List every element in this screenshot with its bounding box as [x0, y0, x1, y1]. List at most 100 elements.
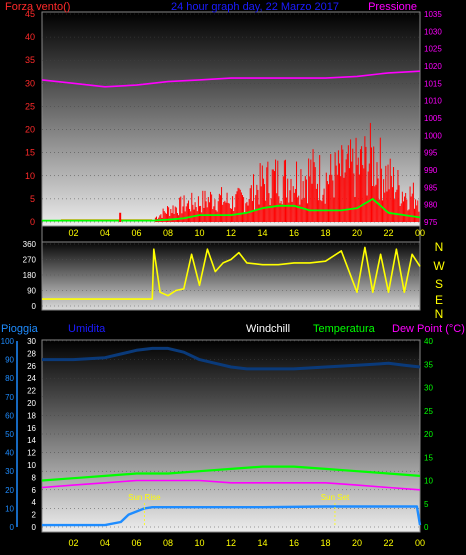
- humidity-tick-100: 100: [1, 337, 15, 346]
- series: [41, 70, 422, 527]
- rain-tick-10: 10: [27, 461, 36, 470]
- temperature-label: Temperatura: [313, 323, 376, 335]
- rain-axis-title: Pioggia: [1, 323, 39, 335]
- humidity-tick-0: 0: [10, 523, 15, 532]
- pressure-tick-975: 975: [424, 218, 438, 227]
- rain-tick-4: 4: [32, 498, 37, 507]
- wind-tick-45: 45: [25, 9, 35, 19]
- pressure-tick-995: 995: [424, 149, 438, 158]
- rain-tick-18: 18: [27, 411, 36, 420]
- wind-x-tick-00: 00: [415, 228, 425, 238]
- rain-line: [42, 505, 422, 527]
- wind-x-tick-22: 22: [383, 228, 393, 238]
- humidity-line: [42, 346, 421, 371]
- temperature-x-tick-10: 10: [194, 538, 204, 548]
- wind-x-tick-16: 16: [289, 228, 299, 238]
- wind-x-tick-02: 02: [68, 228, 78, 238]
- wind-x-tick-10: 10: [194, 228, 204, 238]
- temperature-tick-35: 35: [424, 360, 433, 369]
- rain-tick-30: 30: [27, 337, 36, 346]
- sunset-label: Sun Set: [321, 493, 350, 502]
- temperature-tick-20: 20: [424, 430, 433, 439]
- rain-tick-6: 6: [32, 486, 37, 495]
- pressure-tick-1000: 1000: [424, 131, 442, 140]
- wind-x-tick-20: 20: [352, 228, 362, 238]
- rain-tick-2: 2: [32, 511, 37, 520]
- wind-x-tick-06: 06: [131, 228, 141, 238]
- humidity-tick-40: 40: [5, 449, 14, 458]
- temperature-x-tick-20: 20: [352, 538, 362, 548]
- rain-tick-12: 12: [27, 449, 36, 458]
- windchill-label: Windchill: [246, 323, 290, 335]
- direction-tick-0: 0: [32, 302, 37, 311]
- temperature-x-tick-04: 04: [100, 538, 110, 548]
- temperature-x-tick-02: 02: [68, 538, 78, 548]
- temperature-tick-25: 25: [424, 407, 433, 416]
- wind-tick-40: 40: [25, 32, 35, 42]
- humidity-tick-50: 50: [5, 430, 14, 439]
- rain-tick-14: 14: [27, 436, 36, 445]
- temperature-panel-background: [41, 339, 421, 533]
- temperature-x-tick-08: 08: [163, 538, 173, 548]
- temperature-x-tick-06: 06: [131, 538, 141, 548]
- compass-s: S: [435, 277, 443, 291]
- humidity-tick-60: 60: [5, 411, 14, 420]
- wind-tick-30: 30: [25, 78, 35, 88]
- wind-tick-5: 5: [30, 194, 35, 204]
- wind-spike: [119, 212, 122, 222]
- pressure-tick-1025: 1025: [424, 45, 442, 54]
- compass-labels: N W S E N: [433, 240, 445, 321]
- humidity-tick-30: 30: [5, 467, 14, 476]
- rain-tick-20: 20: [27, 399, 36, 408]
- pressure-tick-980: 980: [424, 201, 438, 210]
- temperature-tick-5: 5: [424, 500, 429, 509]
- axes: 0510152025303540459759809859909951000100…: [1, 9, 443, 548]
- rain-tick-24: 24: [27, 374, 36, 383]
- rain-tick-8: 8: [32, 473, 37, 482]
- sunrise-label: Sun Rise: [128, 493, 161, 502]
- rain-tick-22: 22: [27, 387, 36, 396]
- compass-e: E: [435, 293, 443, 307]
- wind-axis-title: Forza vento(): [5, 1, 70, 13]
- compass-n-top: N: [435, 240, 444, 254]
- pressure-tick-1005: 1005: [424, 114, 442, 123]
- humidity-tick-10: 10: [5, 504, 14, 513]
- pressure-tick-1015: 1015: [424, 79, 442, 88]
- humidity-axis-title: Umidita: [68, 323, 106, 335]
- temperature-line: [41, 465, 421, 482]
- wind-tick-10: 10: [25, 171, 35, 181]
- pressure-tick-990: 990: [424, 166, 438, 175]
- pressure-tick-1010: 1010: [424, 97, 442, 106]
- direction-tick-180: 180: [23, 271, 37, 280]
- humidity-tick-80: 80: [5, 374, 14, 383]
- temperature-x-tick-16: 16: [289, 538, 299, 548]
- chart-title: 24 hour graph day, 22 Marzo 2017: [171, 1, 339, 13]
- pressure-tick-1030: 1030: [424, 27, 442, 36]
- temperature-tick-40: 40: [424, 337, 433, 346]
- pressure-tick-1035: 1035: [424, 10, 442, 19]
- temperature-x-tick-22: 22: [383, 538, 393, 548]
- wind-tick-15: 15: [25, 148, 35, 158]
- rain-tick-26: 26: [27, 362, 36, 371]
- temperature-tick-0: 0: [424, 523, 429, 532]
- compass-w: W: [433, 259, 445, 273]
- direction-tick-270: 270: [23, 256, 37, 265]
- temperature-x-tick-18: 18: [320, 538, 330, 548]
- dewpoint-line: [41, 479, 421, 491]
- wind-tick-35: 35: [25, 55, 35, 65]
- wind-x-tick-14: 14: [257, 228, 267, 238]
- wind-tick-20: 20: [25, 125, 35, 135]
- wind-x-tick-04: 04: [100, 228, 110, 238]
- direction-line: [42, 246, 421, 300]
- temperature-tick-15: 15: [424, 453, 433, 462]
- humidity-tick-20: 20: [5, 486, 14, 495]
- rain-tick-28: 28: [27, 349, 36, 358]
- pressure-tick-1020: 1020: [424, 62, 442, 71]
- temperature-x-tick-12: 12: [226, 538, 236, 548]
- temperature-tick-30: 30: [424, 384, 433, 393]
- temperature-x-tick-00: 00: [415, 538, 425, 548]
- humidity-tick-90: 90: [5, 356, 14, 365]
- wind-tick-25: 25: [25, 101, 35, 111]
- pressure-tick-985: 985: [424, 183, 438, 192]
